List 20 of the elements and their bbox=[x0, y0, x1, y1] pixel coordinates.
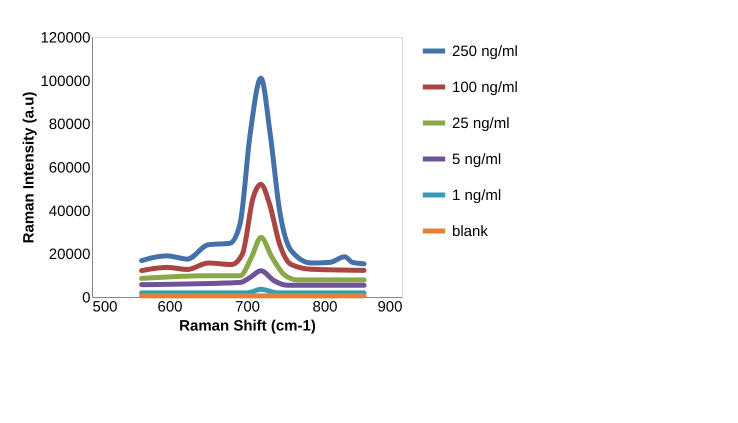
y-tick-label: 80000 bbox=[48, 116, 90, 134]
y-tick-label: 0 bbox=[82, 290, 90, 306]
x-tick-label: 500 bbox=[92, 298, 118, 316]
x-tick-label: 600 bbox=[157, 298, 183, 316]
x-axis-title: Raman Shift (cm-1) bbox=[179, 318, 316, 334]
y-tick-label: 60000 bbox=[48, 160, 90, 176]
x-tick-label: 800 bbox=[312, 298, 338, 316]
x-tick-label: 700 bbox=[234, 298, 260, 316]
y-tick-label: 120000 bbox=[40, 30, 90, 46]
legend-label: 100 ng/ml bbox=[452, 79, 518, 96]
x-tick-label: 900 bbox=[377, 298, 402, 316]
legend-label: 250 ng/ml bbox=[452, 43, 518, 60]
y-tick-label: 100000 bbox=[40, 72, 90, 90]
y-tick-label: 20000 bbox=[48, 246, 90, 264]
legend-label: 25 ng/ml bbox=[452, 115, 510, 132]
y-axis-title: Raman Intensity (a.u) bbox=[20, 92, 38, 244]
legend-label: blank bbox=[452, 223, 488, 240]
legend-label: 5 ng/ml bbox=[452, 151, 502, 168]
legend-label: 1 ng/ml bbox=[452, 187, 502, 204]
y-tick-label: 40000 bbox=[48, 202, 90, 220]
